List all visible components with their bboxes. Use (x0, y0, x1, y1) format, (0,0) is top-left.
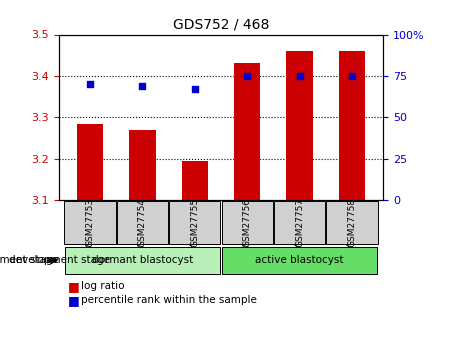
Text: log ratio: log ratio (81, 282, 124, 291)
Text: GSM27753: GSM27753 (86, 198, 95, 247)
Point (348, 73, 355, 79)
Point (244, 73, 251, 79)
Point (191, 86, 198, 92)
Text: dormant blastocyst: dormant blastocyst (92, 256, 193, 265)
FancyBboxPatch shape (117, 201, 168, 244)
FancyBboxPatch shape (326, 201, 377, 244)
Text: GSM27754: GSM27754 (138, 198, 147, 247)
Bar (286, 51, 313, 200)
Bar (77, 124, 103, 200)
Point (296, 73, 303, 79)
Point (139, 83, 146, 89)
Text: active blastocyst: active blastocyst (255, 256, 344, 265)
Text: ■: ■ (68, 280, 79, 293)
Text: GSM27758: GSM27758 (347, 198, 356, 247)
Text: GSM27756: GSM27756 (243, 198, 252, 247)
Text: development stage: development stage (9, 256, 110, 265)
Text: GSM27757: GSM27757 (295, 198, 304, 247)
Bar (129, 130, 156, 200)
Text: ■: ■ (68, 294, 79, 307)
Title: GDS752 / 468: GDS752 / 468 (173, 18, 269, 32)
Bar (339, 51, 365, 200)
Text: development stage: development stage (0, 256, 59, 265)
Point (87, 81, 94, 87)
Bar (234, 63, 260, 200)
Bar (182, 161, 208, 200)
Text: GSM27755: GSM27755 (190, 198, 199, 247)
FancyBboxPatch shape (64, 201, 116, 244)
Text: percentile rank within the sample: percentile rank within the sample (81, 295, 257, 305)
FancyBboxPatch shape (274, 201, 325, 244)
FancyBboxPatch shape (222, 246, 377, 275)
FancyBboxPatch shape (169, 201, 221, 244)
FancyBboxPatch shape (221, 201, 273, 244)
FancyBboxPatch shape (65, 246, 220, 275)
